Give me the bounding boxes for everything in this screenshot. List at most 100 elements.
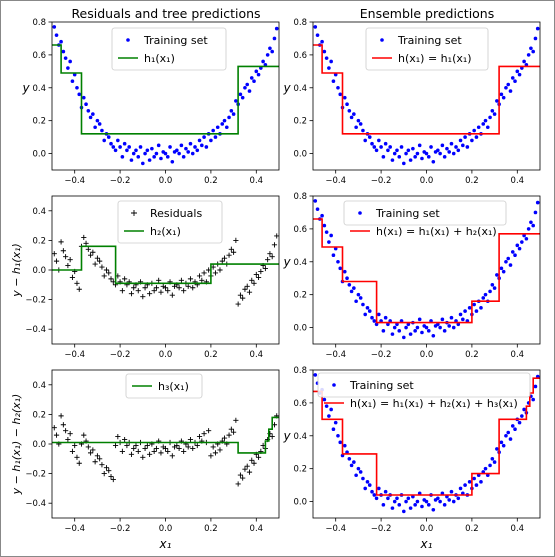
residual-point [265,257,271,263]
y-tick-label: 0.4 [293,432,307,442]
data-point [461,317,465,322]
data-point [313,199,318,203]
data-point [474,135,479,139]
x-tick-label: 0.0 [159,350,173,360]
data-point [231,112,236,116]
data-point [522,59,526,64]
y-axis-label: y − h₁(x₁) [10,243,23,298]
data-point [397,329,402,333]
residual-point [76,286,82,292]
data-point [513,79,517,83]
data-point [188,141,193,146]
y-tick-label: 0.8 [293,18,307,28]
data-point [109,141,113,146]
legend-box [111,27,227,71]
data-point [436,496,440,501]
residual-point [99,462,105,468]
data-point [381,503,386,507]
data-point [415,151,420,156]
residual-point [63,428,69,434]
data-point [508,437,513,441]
data-point [526,53,531,57]
data-point [488,289,492,294]
data-point [209,138,213,143]
plot-area [52,413,279,487]
residual-point [158,450,164,456]
data-point [324,404,329,408]
data-point [451,151,456,156]
legend-label: h(x₁) = h₁(x₁) + h₂(x₁) [376,225,497,238]
residual-point [128,291,135,297]
residual-point [60,422,66,428]
data-point [249,76,254,80]
data-point [177,151,181,156]
data-point [197,138,202,143]
residual-point [153,285,160,291]
data-point [492,112,497,116]
data-point [324,56,329,60]
residual-point [240,295,246,301]
residual-point [106,468,112,474]
residual-point [196,273,203,279]
residual-point [135,288,141,294]
data-point [363,138,368,143]
data-point [492,460,497,464]
data-point [265,53,270,57]
data-point [424,151,429,156]
residual-point [53,258,60,264]
y-axis-label: y − h₁(x₁) − h₂(x₁) [10,394,23,496]
residual-point [271,242,278,248]
residual-point [246,469,253,475]
residual-point [92,261,98,267]
data-point [488,115,492,120]
residual-point [94,255,100,261]
data-point [447,324,452,328]
data-point [152,155,156,159]
data-point [93,125,97,130]
residual-point [201,270,207,276]
data-point [431,159,436,164]
legend-marker [126,38,130,42]
data-point [127,145,131,149]
data-point [372,493,377,497]
data-point [467,306,472,310]
data-point [63,56,68,60]
legend-marker [332,383,336,387]
data-point [472,302,476,307]
data-point [75,85,79,90]
residual-point [187,436,194,443]
data-point [438,499,442,504]
data-point [404,499,408,504]
data-point [420,330,424,335]
y-tick-label: 0.2 [293,291,307,301]
data-point [358,122,363,126]
residual-point [119,448,125,454]
residual-point [67,431,73,437]
residual-point [103,267,110,273]
residual-point [162,445,169,452]
data-point [531,223,535,228]
y-axis-label: y [282,81,291,95]
data-point [440,143,445,148]
residual-point [194,442,200,449]
residual-point [115,434,121,440]
data-point [349,463,354,468]
data-point [352,112,356,116]
data-point [501,95,506,100]
x-tick-label: 0.0 [159,176,173,186]
data-point [510,250,515,254]
residual-point [156,277,162,283]
residual-point [181,288,187,294]
data-point [392,325,397,330]
x-tick-label: 0.2 [465,176,479,186]
residual-point [85,246,91,252]
data-point [488,463,492,468]
data-point [361,302,365,307]
legend: h₃(x₁) [125,373,203,399]
y-tick-label: 0.8 [32,18,46,28]
data-point [84,102,88,107]
residual-point [147,451,153,457]
data-point [370,315,374,320]
data-point [517,72,522,77]
data-point [179,143,184,148]
